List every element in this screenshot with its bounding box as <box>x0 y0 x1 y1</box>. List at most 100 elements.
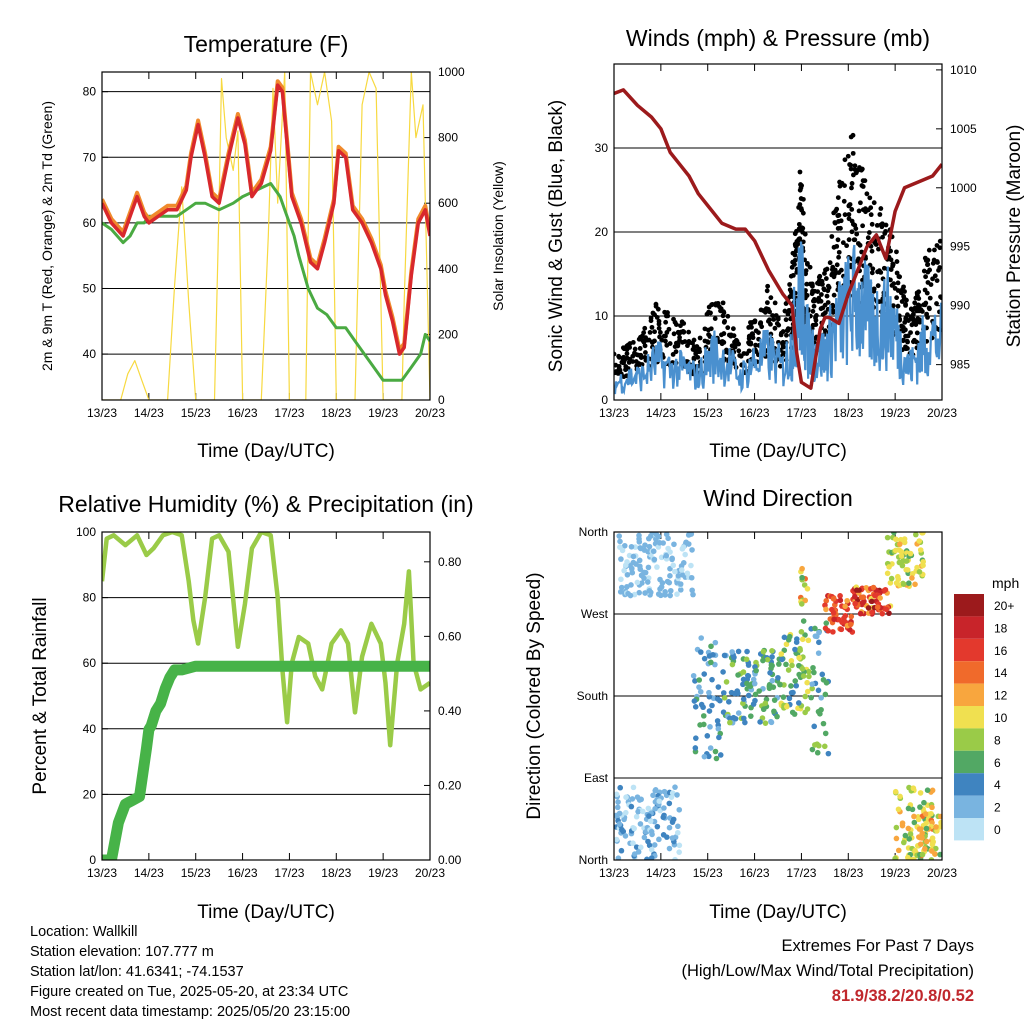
gust-point <box>890 303 896 308</box>
direction-point <box>895 806 902 813</box>
direction-point <box>656 539 663 546</box>
direction-point <box>751 680 758 687</box>
direction-point <box>917 547 924 553</box>
gust-point <box>799 183 805 188</box>
gust-point <box>810 283 815 289</box>
direction-point <box>642 829 649 835</box>
direction-point <box>804 679 810 686</box>
direction-point <box>915 816 922 823</box>
legend-swatch <box>954 795 984 818</box>
legend-label: 8 <box>994 733 1001 747</box>
direction-point <box>690 672 697 679</box>
gust-point <box>921 268 927 274</box>
y-tick-label: South <box>577 689 608 703</box>
gust-point <box>923 258 929 263</box>
gust-point <box>860 184 866 189</box>
direction-point <box>800 618 807 624</box>
gust-point <box>781 350 786 356</box>
direction-point <box>691 698 698 704</box>
gust-point <box>881 265 887 271</box>
direction-point <box>753 667 759 674</box>
direction-point <box>720 709 727 715</box>
gust-point <box>738 353 744 359</box>
direction-point <box>919 830 925 837</box>
direction-point <box>769 648 775 654</box>
gust-point <box>636 352 641 358</box>
direction-point <box>769 677 776 684</box>
gust-point <box>811 303 817 309</box>
gust-point <box>870 266 876 272</box>
direction-point <box>697 649 704 655</box>
direction-point <box>660 814 667 821</box>
direction-point <box>679 567 685 573</box>
direction-point <box>623 809 629 816</box>
gust-point <box>835 213 841 219</box>
direction-point <box>622 833 629 839</box>
direction-point <box>671 541 677 548</box>
direction-point <box>877 595 883 601</box>
direction-point <box>723 679 730 685</box>
gust-point <box>923 274 928 280</box>
direction-point <box>672 784 678 790</box>
panel-2: 0 20 40 60 80 100 0.00 0.20 0.40 0.60 0.80 13/23 14/… <box>76 525 462 880</box>
direction-point <box>760 657 766 664</box>
direction-point <box>831 616 837 623</box>
direction-point <box>869 598 875 605</box>
direction-point <box>852 600 858 607</box>
y-tick-label: 0 <box>601 393 608 407</box>
gust-point <box>874 222 880 228</box>
direction-point <box>619 826 625 833</box>
direction-point <box>680 544 687 550</box>
gust-point <box>865 235 871 241</box>
y-right-tick-label: 0.80 <box>438 555 462 569</box>
gust-point <box>734 338 740 344</box>
gust-point <box>848 166 854 172</box>
direction-point <box>630 784 637 791</box>
gust-point <box>847 162 852 167</box>
x-tick-label: 16/23 <box>228 866 258 880</box>
station-location: Location: Wallkill <box>30 924 138 940</box>
gust-point <box>840 240 846 246</box>
direction-point <box>689 547 695 553</box>
gust-point <box>829 234 835 239</box>
plot-area <box>614 532 942 860</box>
extremes-subtitle: (High/Low/Max Wind/Total Precipitation) <box>681 962 974 980</box>
gust-point <box>632 350 637 356</box>
direction-point <box>823 680 830 686</box>
direction-point <box>747 683 754 690</box>
direction-point <box>688 562 694 569</box>
plot-area <box>614 88 942 396</box>
direction-point <box>892 855 898 860</box>
direction-point <box>923 820 930 826</box>
gust-point <box>834 262 840 268</box>
x-tick-label: 17/23 <box>274 406 304 420</box>
direction-point <box>748 713 754 719</box>
gust-point <box>680 329 686 334</box>
direction-point <box>732 715 739 722</box>
direction-point <box>913 532 919 538</box>
gust-point <box>750 332 756 337</box>
gust-point <box>932 247 937 253</box>
direction-point <box>933 824 939 830</box>
direction-point <box>903 558 910 564</box>
gust-point <box>813 322 819 327</box>
direction-point <box>650 548 657 555</box>
x-tick-label: 15/23 <box>181 406 211 420</box>
direction-point <box>740 715 747 722</box>
direction-point <box>669 555 675 562</box>
gust-point <box>831 292 837 298</box>
direction-point <box>797 647 803 654</box>
direction-point <box>901 536 908 542</box>
direction-point <box>709 676 715 683</box>
x-tick-label: 19/23 <box>368 866 398 880</box>
direction-point <box>674 591 680 597</box>
gust-point <box>842 157 848 163</box>
direction-point <box>886 610 892 617</box>
direction-point <box>816 639 822 646</box>
direction-point <box>752 691 759 698</box>
direction-point <box>614 791 620 798</box>
direction-point <box>629 565 635 572</box>
direction-point <box>799 636 806 643</box>
gust-point <box>728 332 734 338</box>
gust-point <box>878 206 884 211</box>
